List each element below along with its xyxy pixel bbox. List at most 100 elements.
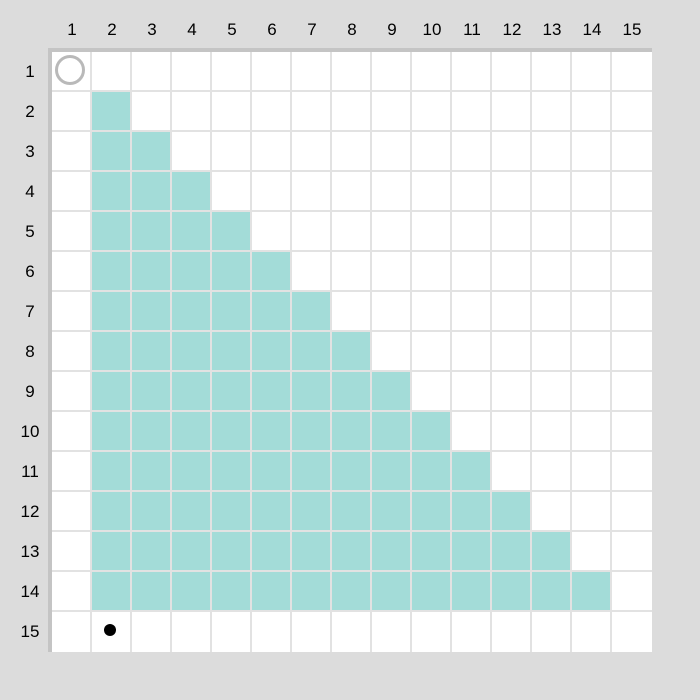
grid-cell[interactable] xyxy=(252,532,292,572)
grid-cell[interactable] xyxy=(92,412,132,452)
grid-cell[interactable] xyxy=(372,132,412,172)
grid-cell[interactable] xyxy=(292,332,332,372)
grid-cell[interactable] xyxy=(572,52,612,92)
grid-cell[interactable] xyxy=(172,92,212,132)
grid-cell[interactable] xyxy=(212,332,252,372)
grid-cell[interactable] xyxy=(52,212,92,252)
grid-cell[interactable] xyxy=(292,252,332,292)
grid-cell[interactable] xyxy=(132,372,172,412)
grid-cell[interactable] xyxy=(252,52,292,92)
grid-cell[interactable] xyxy=(172,52,212,92)
grid-cell[interactable] xyxy=(252,252,292,292)
grid-cell[interactable] xyxy=(452,372,492,412)
grid-cell[interactable] xyxy=(132,172,172,212)
grid-cell[interactable] xyxy=(532,492,572,532)
grid-cell[interactable] xyxy=(492,212,532,252)
grid-cell[interactable] xyxy=(532,572,572,612)
grid-cell[interactable] xyxy=(332,292,372,332)
grid-cell[interactable] xyxy=(52,612,92,652)
grid-cell[interactable] xyxy=(492,452,532,492)
grid-cell[interactable] xyxy=(372,172,412,212)
grid-cell[interactable] xyxy=(332,492,372,532)
grid-cell[interactable] xyxy=(492,412,532,452)
grid-cell[interactable] xyxy=(412,532,452,572)
grid-cell[interactable] xyxy=(292,92,332,132)
grid-cell[interactable] xyxy=(292,532,332,572)
grid-cell[interactable] xyxy=(412,612,452,652)
grid-cell[interactable] xyxy=(132,572,172,612)
grid-cell[interactable] xyxy=(572,292,612,332)
grid-cell[interactable] xyxy=(212,292,252,332)
grid-cell[interactable] xyxy=(172,572,212,612)
grid-cell[interactable] xyxy=(212,612,252,652)
grid-cell[interactable] xyxy=(132,412,172,452)
grid-cell[interactable] xyxy=(212,172,252,212)
grid-cell[interactable] xyxy=(572,212,612,252)
grid-cell[interactable] xyxy=(452,332,492,372)
grid-cell[interactable] xyxy=(172,492,212,532)
grid-cell[interactable] xyxy=(532,212,572,252)
grid-cell[interactable] xyxy=(332,92,372,132)
grid-cell[interactable] xyxy=(612,332,652,372)
grid-cell[interactable] xyxy=(332,372,372,412)
grid-cell[interactable] xyxy=(252,132,292,172)
grid-cell[interactable] xyxy=(372,372,412,412)
grid-cell[interactable] xyxy=(532,612,572,652)
grid-cell[interactable] xyxy=(92,52,132,92)
grid-cell[interactable] xyxy=(292,412,332,452)
grid-cell[interactable] xyxy=(212,52,252,92)
grid-cell[interactable] xyxy=(52,332,92,372)
grid-cell[interactable] xyxy=(212,412,252,452)
grid-cell[interactable] xyxy=(252,612,292,652)
grid-cell[interactable] xyxy=(372,212,412,252)
grid-cell[interactable] xyxy=(212,252,252,292)
grid-cell[interactable] xyxy=(452,492,492,532)
grid-cell[interactable] xyxy=(412,332,452,372)
grid-cell[interactable] xyxy=(412,212,452,252)
grid-cell[interactable] xyxy=(332,412,372,452)
grid-cell[interactable] xyxy=(452,292,492,332)
grid-cell[interactable] xyxy=(252,412,292,452)
grid-cell[interactable] xyxy=(492,332,532,372)
grid-cell[interactable] xyxy=(452,52,492,92)
grid-cell[interactable] xyxy=(612,492,652,532)
grid-cell[interactable] xyxy=(452,412,492,452)
grid-cell[interactable] xyxy=(452,172,492,212)
grid-cell[interactable] xyxy=(52,452,92,492)
grid-cell[interactable] xyxy=(292,172,332,212)
grid-cell[interactable] xyxy=(172,372,212,412)
grid-cell[interactable] xyxy=(532,252,572,292)
grid-cell[interactable] xyxy=(92,172,132,212)
grid-cell[interactable] xyxy=(332,532,372,572)
grid-cell[interactable] xyxy=(132,212,172,252)
grid-cell[interactable] xyxy=(372,92,412,132)
grid-cell[interactable] xyxy=(92,92,132,132)
grid-cell[interactable] xyxy=(532,412,572,452)
grid-cell[interactable] xyxy=(412,132,452,172)
grid-cell[interactable] xyxy=(132,92,172,132)
grid-cell[interactable] xyxy=(52,132,92,172)
grid-cell[interactable] xyxy=(452,532,492,572)
grid-cell[interactable] xyxy=(52,252,92,292)
grid-cell[interactable] xyxy=(532,332,572,372)
grid-cell[interactable] xyxy=(532,132,572,172)
grid-cell[interactable] xyxy=(372,572,412,612)
grid-cell[interactable] xyxy=(252,452,292,492)
grid-cell[interactable] xyxy=(252,212,292,252)
grid-cell[interactable] xyxy=(492,172,532,212)
grid-cell[interactable] xyxy=(412,172,452,212)
grid-cell[interactable] xyxy=(612,292,652,332)
grid-cell[interactable] xyxy=(92,372,132,412)
grid-cell[interactable] xyxy=(132,292,172,332)
grid-cell[interactable] xyxy=(172,172,212,212)
grid-cell[interactable] xyxy=(52,412,92,452)
grid-cell[interactable] xyxy=(172,332,212,372)
grid-cell[interactable] xyxy=(572,532,612,572)
grid-cell[interactable] xyxy=(292,372,332,412)
grid-cell[interactable] xyxy=(412,92,452,132)
grid-cell[interactable] xyxy=(572,372,612,412)
grid-cell[interactable] xyxy=(212,212,252,252)
grid-cell[interactable] xyxy=(532,532,572,572)
grid-cell[interactable] xyxy=(292,132,332,172)
grid-cell[interactable] xyxy=(132,532,172,572)
